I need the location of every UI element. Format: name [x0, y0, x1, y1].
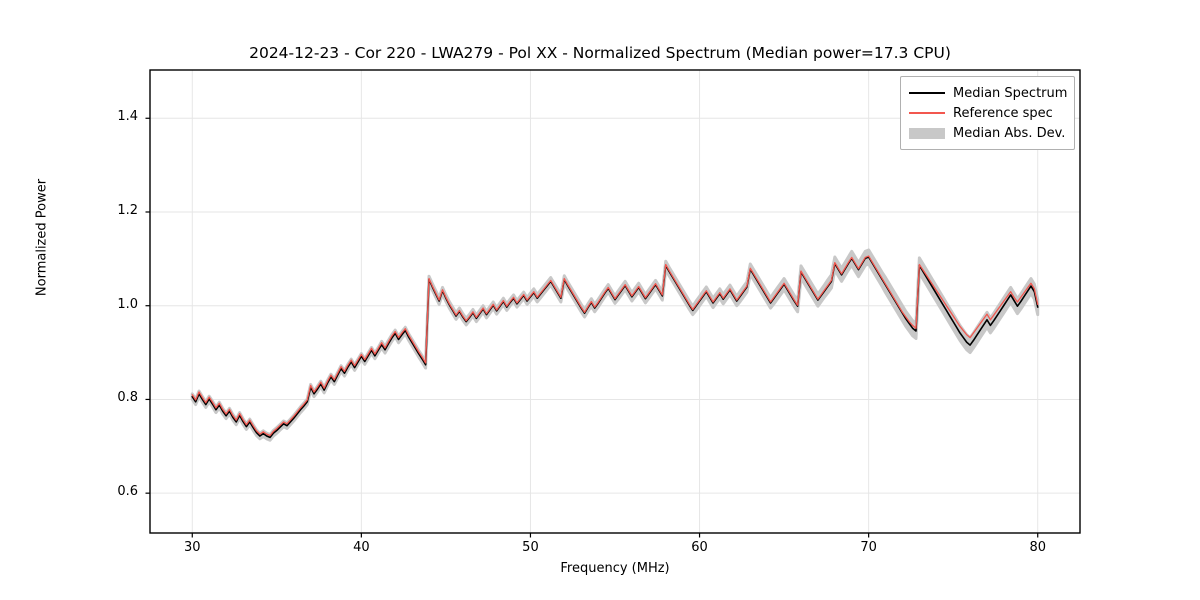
- legend-item: Median Abs. Dev.: [909, 123, 1066, 143]
- x-tick-label: 50: [522, 540, 539, 555]
- x-tick-label: 70: [860, 540, 877, 555]
- y-axis-label: Normalized Power: [34, 178, 50, 297]
- legend-label: Median Abs. Dev.: [953, 125, 1066, 141]
- median-spectrum-polyline: [191, 256, 1039, 439]
- y-tick-label: 0.8: [117, 390, 138, 406]
- plot-title: 2024-12-23 - Cor 220 - LWA279 - Pol XX -…: [249, 44, 951, 62]
- axes-frame: [149, 69, 1081, 534]
- legend-label: Reference spec: [953, 105, 1053, 121]
- legend-swatch-fill: [909, 128, 945, 139]
- median-spectrum-line: [191, 256, 1039, 439]
- axis-tick-marks: [145, 117, 1039, 538]
- legend: Median Spectrum Reference spec Median Abs.…: [900, 76, 1075, 150]
- y-tick-label: 1.4: [117, 109, 138, 125]
- legend-swatch-fill: [909, 92, 945, 94]
- legend-patch-swatch: [909, 125, 945, 141]
- y-tick-label: 1.0: [117, 296, 138, 312]
- mad-band-polygon: [190, 248, 1040, 442]
- x-axis-label: Frequency (MHz): [560, 561, 670, 576]
- mad-band-area: [190, 248, 1040, 442]
- x-tick-label: 30: [183, 540, 201, 555]
- x-tick-label: 80: [1029, 540, 1046, 555]
- y-tick-label: 1.2: [117, 202, 138, 218]
- axes-spines: [149, 69, 1081, 534]
- y-tick-label: 0.6: [117, 484, 138, 500]
- x-tick-label: 40: [353, 540, 370, 555]
- legend-item: Reference spec: [909, 103, 1066, 123]
- legend-item: Median Spectrum: [909, 83, 1068, 103]
- legend-line-swatch: [909, 105, 945, 121]
- reference-spectrum-polyline: [191, 255, 1039, 437]
- x-tick-label: 60: [691, 540, 708, 555]
- reference-spectrum-line: [191, 255, 1039, 437]
- legend-line-swatch: [909, 85, 945, 101]
- legend-label: Median Spectrum: [953, 85, 1068, 101]
- legend-swatch-fill: [909, 112, 945, 114]
